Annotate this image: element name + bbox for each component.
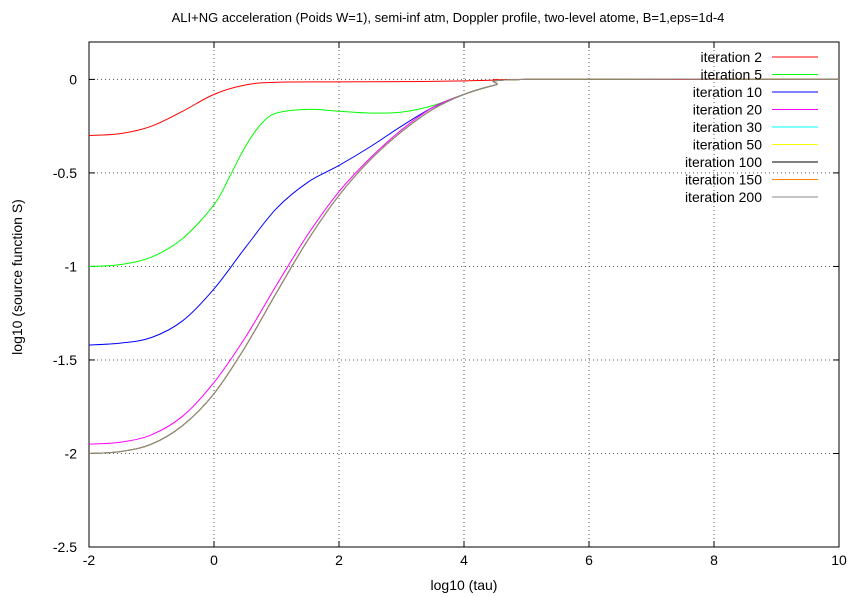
x-tick-label: 8 [710,552,718,568]
legend-label: iteration 10 [693,84,762,100]
x-tick-label: -2 [83,552,96,568]
y-ticks: 0 -0.5 -1 -1.5 -2 -2.5 [53,71,839,555]
y-axis-label: log10 (source function S) [9,199,25,355]
series-line-iteration-200 [88,78,840,454]
x-tick-label: 6 [585,552,593,568]
y-tick-label: -1.5 [53,352,77,368]
x-tick-label: 10 [831,552,847,568]
legend-label: iteration 30 [693,119,762,135]
x-tick-label: 0 [210,552,218,568]
y-tick-label: -2 [65,445,78,461]
y-tick-label: 0 [69,71,77,87]
legend-label: iteration 100 [685,154,762,170]
legend-label: iteration 5 [701,67,763,83]
legend-label: iteration 50 [693,137,762,153]
legend-label: iteration 20 [693,102,762,118]
legend-label: iteration 150 [685,172,762,188]
y-tick-label: -1 [65,258,78,274]
series-lines [88,78,840,454]
x-ticks: -2 0 2 4 6 8 10 [83,42,847,568]
grid-lines [89,42,839,547]
legend-label: iteration 2 [701,49,763,65]
x-tick-label: 2 [335,552,343,568]
x-tick-label: 4 [460,552,468,568]
y-tick-label: -0.5 [53,165,77,181]
y-tick-label: -2.5 [53,539,77,555]
x-axis-label: log10 (tau) [431,577,498,593]
legend-label: iteration 200 [685,189,762,205]
chart-title: ALI+NG acceleration (Poids W=1), semi-in… [172,10,725,25]
